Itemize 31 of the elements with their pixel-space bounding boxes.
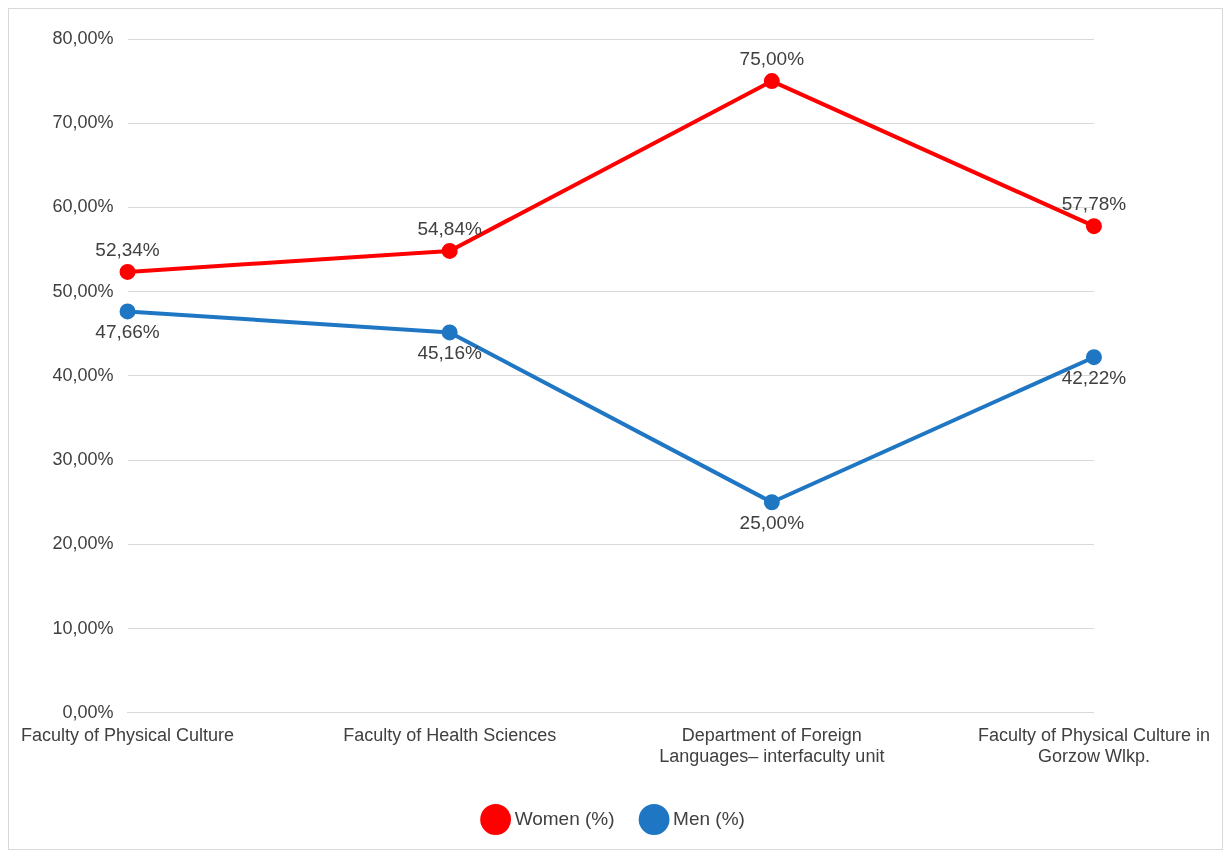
y-tick-label: 30,00% (52, 449, 114, 470)
x-tick-label: Faculty of Physical Culture (20, 724, 235, 745)
y-tick-label: 70,00% (52, 112, 114, 133)
y-tick-label: 0,00% (62, 701, 114, 722)
point (763, 494, 780, 511)
point (441, 242, 458, 259)
y-tick-label: 80,00% (52, 27, 114, 48)
point (763, 73, 780, 90)
data-label: 54,84% (417, 217, 482, 239)
data-label: 75,00% (739, 47, 805, 69)
y-tick-label: 50,00% (52, 280, 114, 301)
x-tick-label: Faculty of Health Sciences (343, 724, 557, 745)
y-tick-label: 40,00% (52, 364, 114, 385)
data-label: 45,16% (417, 342, 482, 364)
y-tick-label: 20,00% (52, 533, 114, 554)
point (1085, 218, 1102, 235)
data-label: 25,00% (739, 511, 805, 533)
legend-label: Women (%) (514, 807, 615, 829)
data-label: 47,66% (95, 321, 160, 343)
data-label: 52,34% (95, 238, 160, 260)
data-label: 42,22% (1061, 366, 1127, 388)
x-tick-label: Department of Foreign Languages– interfaculty unit (659, 724, 885, 767)
point (119, 263, 136, 280)
point (441, 324, 458, 341)
data-label: 57,78% (1061, 192, 1127, 214)
legend-label: Men (%) (673, 807, 745, 829)
y-tick-label: 60,00% (52, 196, 114, 217)
point (1085, 349, 1102, 366)
y-tick-label: 10,00% (52, 617, 114, 638)
point (119, 303, 136, 320)
x-tick-label: Faculty of Physical Culture in Gorzow Wlkp. (977, 724, 1210, 767)
